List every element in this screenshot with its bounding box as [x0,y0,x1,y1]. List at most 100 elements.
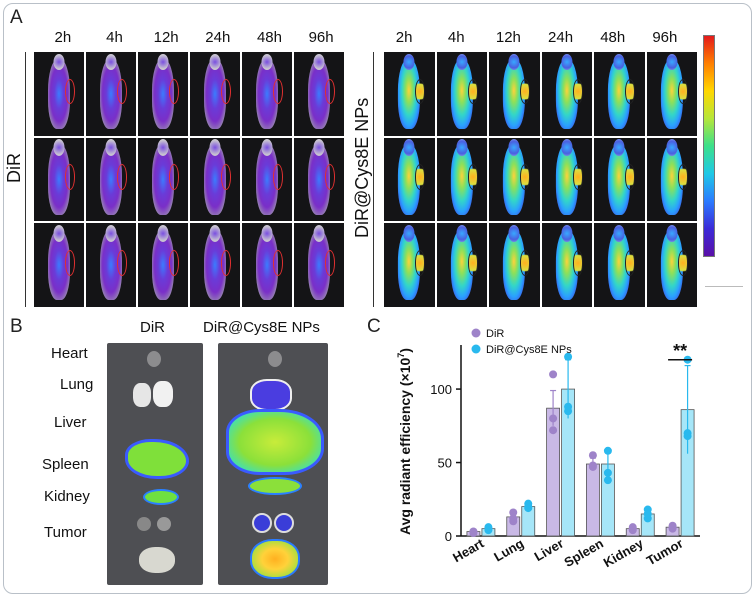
mouse-head [561,53,573,71]
mouse-head [403,225,415,242]
mouse-body [308,230,330,301]
dircys-mouse-image [489,52,540,136]
colorbar-note [705,286,743,323]
mouse-head [508,139,520,157]
organ-spleen-dircys [248,477,302,495]
mouse-head [456,139,468,157]
mouse-head [261,225,273,242]
mouse-head [613,53,625,71]
dircys-mouse-image [594,223,645,307]
dir-mouse-image [34,137,84,222]
organ-tumor-dir [139,547,175,573]
mouse-head [613,225,625,242]
mouse-body [152,58,174,129]
mouse-head [456,225,468,242]
panel-letter-a: A [10,7,23,28]
organ-kidney-dir-2 [157,517,171,531]
tumor-outline [169,78,179,105]
organ-spleen-dir [143,489,179,505]
organ-lung-dircys [250,379,292,411]
mouse-body [555,230,578,301]
dir-mouse-image [86,137,136,222]
organ-kidney-dircys-2 [274,513,294,533]
dircys-mouse-image [594,137,645,222]
tumor-outline [221,164,231,190]
mouse-body [308,58,330,129]
dir-mouse-image [294,223,344,307]
mouse-head [157,139,169,157]
time-label-2h: 2h [395,29,413,46]
tumor-outline [65,164,75,190]
tumor-outline [273,250,283,276]
mouse-body [256,58,278,129]
dircys-mouse-image [489,137,540,222]
dircys-mouse-image [541,137,592,222]
tumor-outline [117,250,127,276]
panel-letter-c: C [367,316,381,337]
mouse-body [608,58,631,129]
tumor-outline [415,250,426,276]
mouse-head [105,139,117,157]
dircys-mouse-image [436,223,487,307]
mouse-body [398,230,421,301]
mouse-body [660,58,683,129]
mouse-body [48,144,70,215]
mouse-head [666,225,678,242]
time-label-4h: 4h [106,29,123,46]
dir-mouse-image [190,223,240,307]
mouse-body [100,58,122,129]
tumor-outline [572,250,583,276]
mouse-head [561,139,573,157]
mouse-body [308,144,330,215]
mouse-head [209,139,221,157]
mouse-body [660,230,683,301]
col-head-dircys: DiR@Cys8E NPs [203,319,320,336]
dir-mouse-image [190,137,240,222]
time-label-12h: 12h [495,29,521,46]
organ-heart-dircys [268,351,282,367]
organ-label-heart: Heart [51,345,88,362]
dir-mouse-image [34,223,84,307]
mouse-body [204,144,226,215]
tumor-outline [117,164,127,190]
tumor-outline [415,78,426,105]
mouse-head [53,53,65,71]
tumor-outline [65,250,75,276]
mouse-head [157,53,169,71]
organ-heart-dir [147,351,161,367]
tumor-outline [467,164,478,190]
tumor-outline [221,250,231,276]
mouse-body [398,58,421,129]
group-divider-dircys [373,52,374,307]
dircys-mouse-image [594,52,645,136]
time-label-48h: 48h [600,29,626,46]
group-label-dir: DiR [4,153,24,183]
mouse-body [100,144,122,215]
tumor-outline [677,78,688,105]
mouse-head [53,225,65,242]
mouse-head [105,225,117,242]
mouse-body [608,144,631,215]
col-head-dir: DiR [140,319,165,336]
mouse-head [209,225,221,242]
mouse-body [503,230,526,301]
dir-mouse-image [138,137,188,222]
mouse-body [204,58,226,129]
mouse-body [398,144,421,215]
tumor-outline [520,164,531,190]
mouse-body [204,230,226,301]
tumor-outline [625,164,636,190]
dircys-mouse-image [384,52,435,136]
tumor-outline [221,78,231,105]
tumor-outline [325,78,335,105]
group-label-dircys: DiR@Cys8E NPs [352,97,372,238]
tumor-outline [65,78,75,105]
mouse-body [256,144,278,215]
mouse-head [261,53,273,71]
tumor-outline [625,250,636,276]
dircys-mouse-image [541,223,592,307]
organ-label-kidney: Kidney [44,488,90,505]
time-label-96h: 96h [308,29,334,46]
organ-kidney-dir [137,517,151,531]
tumor-outline [415,164,426,190]
